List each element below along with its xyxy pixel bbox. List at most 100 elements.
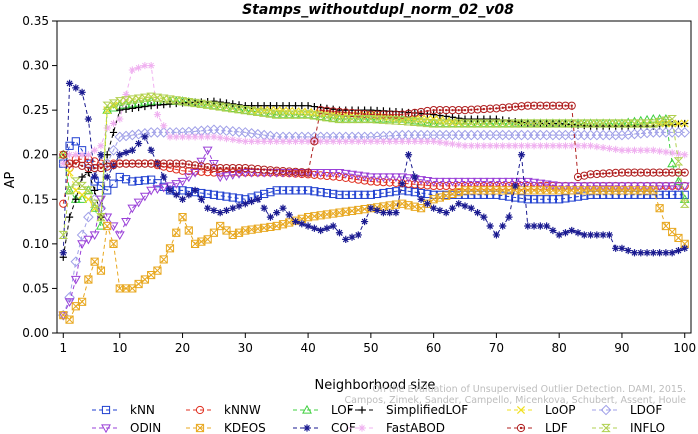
data-point-ldf bbox=[517, 102, 526, 111]
data-point-odin bbox=[466, 177, 477, 187]
data-point-loop bbox=[680, 119, 689, 128]
data-point-knn bbox=[617, 190, 627, 199]
data-point-knn bbox=[322, 188, 332, 198]
data-point-knn bbox=[492, 190, 501, 199]
data-point-fastabod bbox=[197, 133, 205, 141]
data-point-lof bbox=[673, 176, 684, 186]
data-point-odin bbox=[321, 168, 332, 178]
data-point-cof bbox=[379, 209, 388, 217]
data-point-inflo bbox=[617, 119, 627, 128]
data-point-knnw bbox=[442, 181, 451, 191]
data-point-fastabod bbox=[486, 142, 494, 150]
data-point-fastabod bbox=[668, 149, 676, 157]
data-point-inflo bbox=[610, 119, 621, 128]
data-point-cof bbox=[461, 202, 469, 210]
data-point-odin bbox=[472, 177, 483, 187]
legend-marker-ldof bbox=[600, 404, 612, 416]
data-point-fastabod bbox=[386, 137, 394, 145]
data-point-cof bbox=[317, 226, 325, 235]
data-point-inflo bbox=[654, 117, 665, 127]
data-point-kdeos bbox=[109, 239, 118, 248]
data-point-odin bbox=[290, 168, 301, 178]
data-point-cof bbox=[254, 195, 262, 203]
data-point-cof bbox=[436, 206, 444, 215]
data-point-odin bbox=[183, 173, 194, 183]
data-point-ldf bbox=[599, 169, 608, 178]
data-point-inflo bbox=[209, 101, 219, 110]
data-point-inflo bbox=[58, 230, 69, 240]
data-point-knn bbox=[391, 187, 401, 196]
data-point-ldof bbox=[127, 129, 138, 141]
data-point-knn bbox=[216, 191, 225, 200]
data-point-knn bbox=[341, 190, 350, 199]
data-point-simplifiedlof bbox=[153, 101, 162, 109]
data-point-ldf bbox=[492, 104, 501, 113]
data-point-knn bbox=[366, 190, 375, 199]
data-point-ldf bbox=[605, 169, 614, 178]
data-point-inflo bbox=[83, 186, 94, 195]
data-point-inflo bbox=[529, 119, 539, 128]
data-point-simplifiedlof bbox=[430, 111, 438, 119]
data-point-kdeos bbox=[184, 226, 193, 235]
data-point-cof bbox=[442, 209, 450, 217]
data-point-inflo bbox=[391, 116, 401, 125]
data-point-inflo bbox=[422, 118, 433, 128]
data-point-knn bbox=[228, 193, 237, 202]
y-tick-label: 0.20 bbox=[22, 148, 49, 162]
data-point-simplifiedlof bbox=[147, 102, 155, 110]
data-point-odin bbox=[102, 213, 113, 223]
data-point-cof bbox=[216, 209, 224, 217]
data-point-cof bbox=[241, 200, 249, 208]
data-point-ldf bbox=[103, 162, 112, 171]
data-point-knnw bbox=[360, 176, 369, 185]
legend-entry-knnw: kNNW bbox=[186, 403, 261, 417]
data-point-odin bbox=[673, 182, 684, 192]
data-point-inflo bbox=[290, 110, 301, 119]
data-point-knnw bbox=[473, 181, 482, 191]
data-point-knn bbox=[542, 195, 551, 204]
data-point-inflo bbox=[171, 96, 182, 105]
data-point-inflo bbox=[504, 119, 514, 128]
data-point-loop bbox=[71, 186, 80, 195]
data-point-fastabod bbox=[128, 66, 136, 74]
data-point-knn bbox=[209, 190, 219, 199]
data-point-odin bbox=[121, 217, 132, 227]
data-point-inflo bbox=[679, 199, 690, 208]
data-point-cof bbox=[580, 231, 588, 239]
data-point-fastabod bbox=[191, 133, 199, 141]
data-point-odin bbox=[152, 185, 163, 194]
data-point-knn bbox=[373, 189, 382, 199]
data-point-fastabod bbox=[266, 137, 275, 145]
data-point-ldf bbox=[636, 168, 645, 177]
data-point-cof bbox=[668, 249, 676, 257]
data-point-knn bbox=[630, 190, 639, 199]
data-point-cof bbox=[417, 195, 425, 203]
data-point-cof bbox=[135, 139, 143, 148]
data-point-inflo bbox=[303, 110, 313, 119]
data-point-kdeos bbox=[78, 297, 87, 306]
data-point-fastabod bbox=[72, 151, 80, 159]
data-point-knn bbox=[423, 189, 432, 199]
data-point-fastabod bbox=[84, 151, 92, 159]
data-point-fastabod bbox=[254, 137, 262, 145]
data-point-simplifiedlof bbox=[84, 168, 92, 177]
data-point-ldf bbox=[536, 101, 545, 110]
data-point-ldf bbox=[253, 165, 262, 174]
data-point-fastabod bbox=[568, 142, 576, 150]
data-point-fastabod bbox=[367, 137, 375, 145]
data-point-cof bbox=[266, 213, 275, 221]
chart-title: Stamps_withoutdupl_norm_02_v08 bbox=[242, 2, 514, 18]
data-point-knn bbox=[329, 189, 338, 199]
data-point-inflo bbox=[184, 98, 194, 107]
data-point-ldf bbox=[567, 101, 576, 110]
legend-label-ldof: LDOF bbox=[630, 403, 662, 417]
data-point-inflo bbox=[133, 94, 144, 103]
data-point-ldof bbox=[240, 127, 251, 138]
data-point-cof bbox=[505, 213, 513, 221]
data-point-fastabod bbox=[241, 137, 249, 145]
data-point-odin bbox=[660, 182, 671, 192]
data-point-inflo bbox=[604, 119, 615, 128]
data-point-fastabod bbox=[235, 136, 243, 145]
data-point-fastabod bbox=[360, 137, 369, 145]
legend-entry-loop: LoOP bbox=[507, 403, 576, 417]
